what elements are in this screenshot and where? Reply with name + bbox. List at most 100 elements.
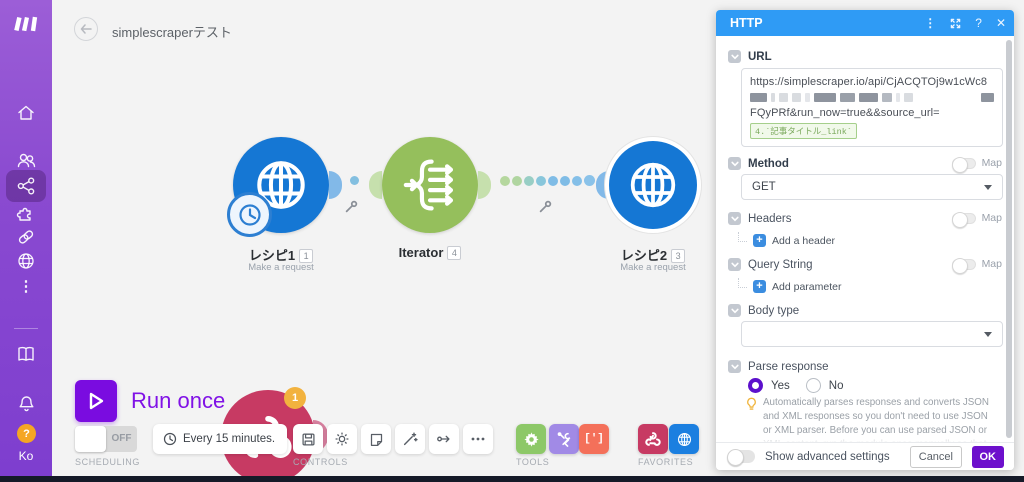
sidebar-item-team[interactable] <box>0 146 52 174</box>
schedule-interval-button[interactable]: Every 15 minutes. <box>153 424 288 454</box>
back-button[interactable] <box>74 17 98 41</box>
parse-help-text: Automatically parses responses and conve… <box>763 396 997 443</box>
favorite-http-button[interactable] <box>669 424 699 454</box>
flow-tools-button[interactable] <box>549 424 579 454</box>
tools-button[interactable] <box>516 424 546 454</box>
headers-map-toggle[interactable] <box>951 211 976 228</box>
globe-icon <box>18 253 34 269</box>
sidebar: ⋮ ? Ko <box>0 0 52 476</box>
toggle-state-label: OFF <box>111 433 132 444</box>
connector-out-iterator[interactable] <box>478 171 491 199</box>
connector-dot <box>512 176 522 186</box>
ellipsis-icon <box>471 437 485 441</box>
url-section-row: URL <box>728 50 772 63</box>
scheduling-toggle[interactable]: OFF <box>75 426 137 452</box>
scenarios-share-icon <box>17 177 35 195</box>
help-button[interactable]: ? <box>17 424 36 443</box>
sidebar-item-scenarios[interactable] <box>0 172 52 200</box>
module-id-badge: 4 <box>447 246 462 260</box>
panel-scrollbar[interactable] <box>1006 40 1012 438</box>
panel-expand-icon[interactable] <box>950 18 961 29</box>
module-name: レシピ1 <box>248 248 296 263</box>
url-value-line2: FQyPRf&run_now=true&&source_url= <box>750 107 940 119</box>
connection-settings-wrench-icon[interactable] <box>344 200 358 219</box>
method-label: Method <box>748 157 789 170</box>
gear-icon <box>335 432 349 446</box>
connector-in-iterator[interactable] <box>369 171 382 199</box>
parse-yes-radio[interactable] <box>748 378 763 393</box>
url-redacted-line <box>750 92 994 102</box>
ok-button[interactable]: OK <box>971 446 1004 468</box>
add-parameter-button[interactable]: + Add parameter <box>738 277 841 293</box>
toggle-knob <box>75 426 106 452</box>
run-once-button[interactable] <box>75 380 117 422</box>
back-arrow-icon <box>80 24 92 34</box>
help-glyph: ? <box>23 427 30 440</box>
panel-header[interactable]: HTTP ⋮ ? ✕ <box>716 10 1014 36</box>
auto-align-button[interactable] <box>395 424 425 454</box>
add-plus-icon: + <box>753 234 766 247</box>
module-http-2[interactable] <box>609 141 697 229</box>
sidebar-item-more[interactable]: ⋮ <box>18 278 34 295</box>
url-collapse-checkbox[interactable] <box>728 50 741 63</box>
connector-dot <box>572 176 582 186</box>
panel-footer: Show advanced settings Cancel OK <box>716 442 1014 470</box>
map-label: Map <box>981 212 1002 224</box>
module-iterator[interactable] <box>382 137 478 233</box>
sidebar-item-connections[interactable] <box>0 223 52 251</box>
headers-collapse-checkbox[interactable] <box>728 212 741 225</box>
sidebar-item-webhooks[interactable] <box>0 247 52 275</box>
schedule-clock-badge[interactable] <box>227 192 272 237</box>
method-section-row: Method <box>728 157 789 170</box>
lightbulb-icon <box>746 397 757 416</box>
make-logo-icon <box>14 16 38 32</box>
connector-in-2[interactable] <box>596 171 609 199</box>
panel-help-icon[interactable]: ? <box>975 16 982 30</box>
parse-response-section-row: Parse response <box>728 360 829 373</box>
url-mapped-variable-tag[interactable]: 4.`記事タイトル_link` <box>750 123 857 139</box>
notes-button[interactable] <box>361 424 391 454</box>
panel-menu-icon[interactable]: ⋮ <box>924 16 937 30</box>
url-input[interactable]: https://simplescraper.io/api/CjACQTOj9w1… <box>741 68 1003 147</box>
make-logo[interactable] <box>0 10 52 38</box>
user-avatar[interactable]: Ko <box>0 449 52 463</box>
sidebar-item-home[interactable] <box>0 99 52 127</box>
headers-map-row: Map <box>951 211 1002 228</box>
connection-settings-wrench-icon[interactable] <box>538 200 552 219</box>
body-type-collapse-checkbox[interactable] <box>728 304 741 317</box>
parse-collapse-checkbox[interactable] <box>728 360 741 373</box>
parse-response-radio-group: Yes No <box>748 378 851 393</box>
wrench-screwdriver-icon <box>557 432 571 447</box>
clock-icon <box>238 203 261 226</box>
connector-out-1[interactable] <box>329 171 342 199</box>
sidebar-item-docs[interactable] <box>0 340 52 368</box>
dropdown-caret-icon <box>984 332 992 337</box>
text-parser-button[interactable]: ['] <box>579 424 609 454</box>
settings-button[interactable] <box>327 424 357 454</box>
export-flow-button[interactable] <box>429 424 459 454</box>
body-type-select[interactable] <box>741 321 1003 347</box>
panel-close-icon[interactable]: ✕ <box>995 16 1006 30</box>
method-select[interactable]: GET <box>741 174 1003 200</box>
favorite-webhooks-button[interactable] <box>638 424 668 454</box>
parse-no-radio[interactable] <box>805 378 821 393</box>
advanced-settings-toggle[interactable] <box>727 449 755 466</box>
more-controls-button[interactable] <box>463 424 493 454</box>
save-button[interactable] <box>293 424 323 454</box>
query-map-toggle[interactable] <box>951 257 976 274</box>
method-collapse-checkbox[interactable] <box>728 157 741 170</box>
sidebar-item-templates[interactable] <box>0 199 52 227</box>
run-once-label[interactable]: Run once <box>131 388 226 413</box>
connector-dot <box>560 176 570 186</box>
connector-dot <box>548 176 558 186</box>
controls-group-label: CONTROLS <box>293 457 348 467</box>
add-header-button[interactable]: + Add a header <box>738 231 835 247</box>
method-map-toggle[interactable] <box>951 156 976 173</box>
sidebar-item-notifications[interactable] <box>0 390 52 418</box>
query-collapse-checkbox[interactable] <box>728 258 741 271</box>
cancel-button[interactable]: Cancel <box>909 446 962 468</box>
module-caption-2: レシピ2 3 <box>593 245 713 264</box>
export-flow-icon <box>437 435 450 443</box>
bell-icon <box>19 396 33 412</box>
